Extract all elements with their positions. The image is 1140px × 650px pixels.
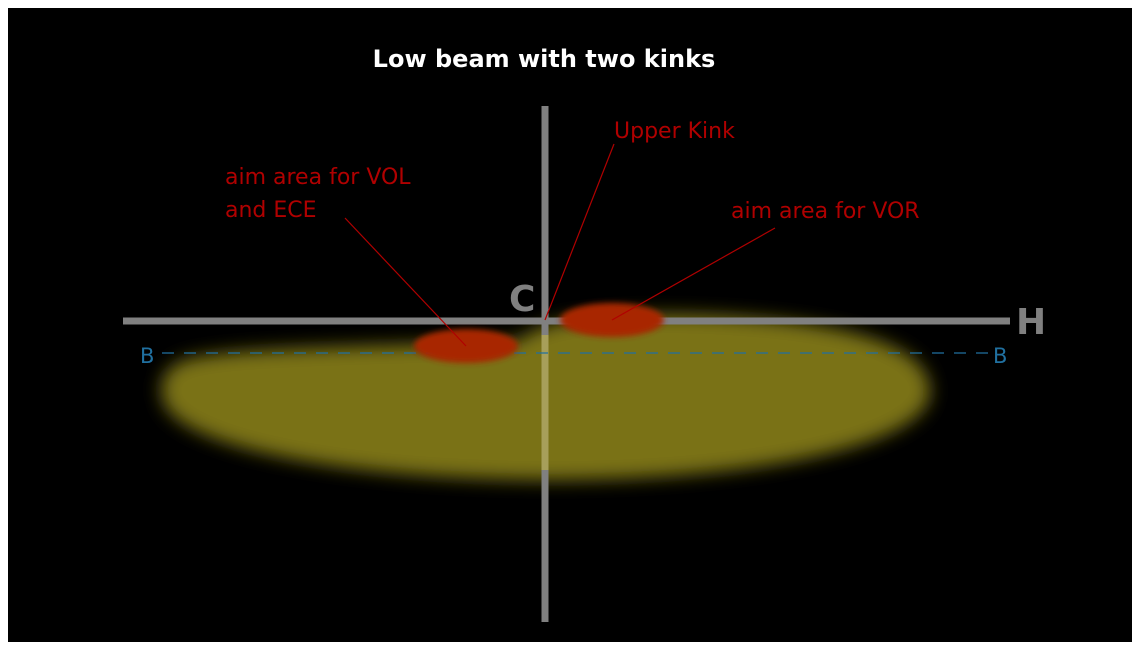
leader-kink [544, 143, 615, 321]
leader-vol [344, 217, 467, 347]
leader-vor [611, 227, 776, 321]
label: aim area for VOL [225, 165, 411, 190]
label: aim area for VOR [731, 199, 920, 224]
title: Low beam with two kinks [373, 45, 716, 73]
axis-label: B [993, 344, 1007, 368]
axis-label: B [140, 344, 154, 368]
axis-label: C [509, 279, 535, 320]
axis-label: H [1016, 302, 1046, 343]
label: and ECE [225, 198, 317, 223]
label: Upper Kink [614, 119, 735, 144]
